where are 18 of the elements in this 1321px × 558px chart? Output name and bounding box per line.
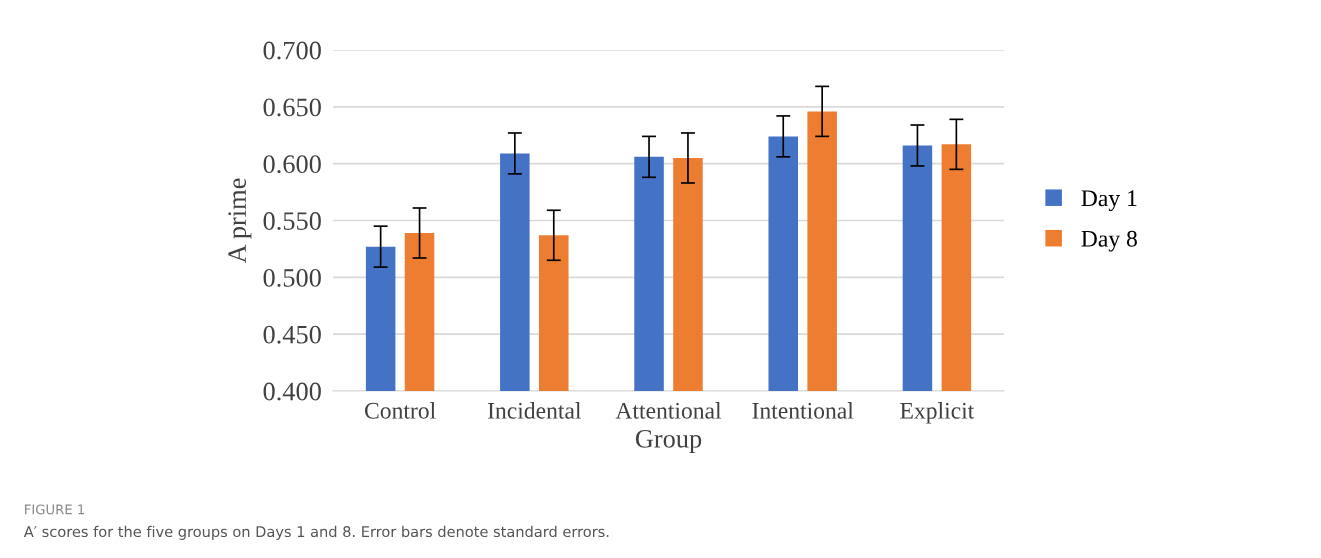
x-tick-label: Control: [365, 402, 436, 419]
y-tick-label: 0.450: [263, 325, 321, 344]
y-tick-label: 0.650: [263, 98, 321, 117]
y-tick-label: 0.400: [263, 382, 321, 401]
legend-label: Day 8: [1081, 230, 1137, 252]
y-tick-label: 0.700: [263, 41, 321, 60]
legend-label: Day 1: [1081, 190, 1137, 212]
caption: FIGURE 1: [25, 504, 85, 515]
x-tick-label: Explicit: [900, 402, 975, 424]
text: A′ scores for the five groups on Days 1 and 8. Error bars denote standard errors.: [23, 525, 609, 540]
y-tick-label: 0.600: [263, 155, 321, 174]
y-tick-label: 0.550: [263, 212, 321, 231]
y-tick-label: 0.500: [263, 268, 321, 287]
x-tick-label: Intentional: [752, 402, 854, 419]
x-tick-label: Incidental: [487, 402, 582, 419]
x-axis-title: Group: [635, 429, 702, 454]
x-tick-label: Attentional: [615, 402, 722, 419]
y-axis-title: A prime: [228, 178, 252, 264]
